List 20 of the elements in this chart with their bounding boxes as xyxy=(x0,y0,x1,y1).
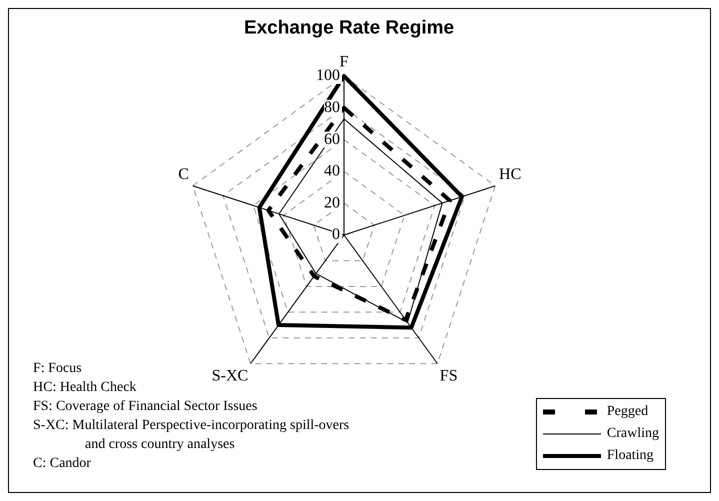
y-tick-label: 80 xyxy=(324,99,340,116)
y-tick-label: 0 xyxy=(332,226,340,244)
y-tick-label: 100 xyxy=(316,67,340,84)
legend-label: Floating xyxy=(606,447,654,465)
spoke-label: FS xyxy=(440,368,458,385)
spoke-label: S-XC xyxy=(212,368,248,385)
y-tick-label: 60 xyxy=(324,130,340,148)
text: F: Focus xyxy=(33,361,82,376)
spoke-label: HC xyxy=(499,166,522,184)
text: HC: Health Check xyxy=(33,380,136,395)
spoke-label: F xyxy=(340,54,349,71)
text: FS: Coverage of Financial Sector Issues xyxy=(33,398,258,416)
text: S-XC: Multilateral Perspective-incorporating spill-overs and cross country analyses xyxy=(33,417,350,454)
chart-title: Exchange Rate Regime xyxy=(244,18,454,39)
spoke-label: C xyxy=(178,166,189,184)
text: C: Candor xyxy=(33,455,92,473)
y-tick-label: 20 xyxy=(324,194,340,212)
y-tick-label: 40 xyxy=(324,162,340,180)
legend-label: Pegged xyxy=(606,403,648,421)
legend-label: Crawling xyxy=(606,425,659,443)
